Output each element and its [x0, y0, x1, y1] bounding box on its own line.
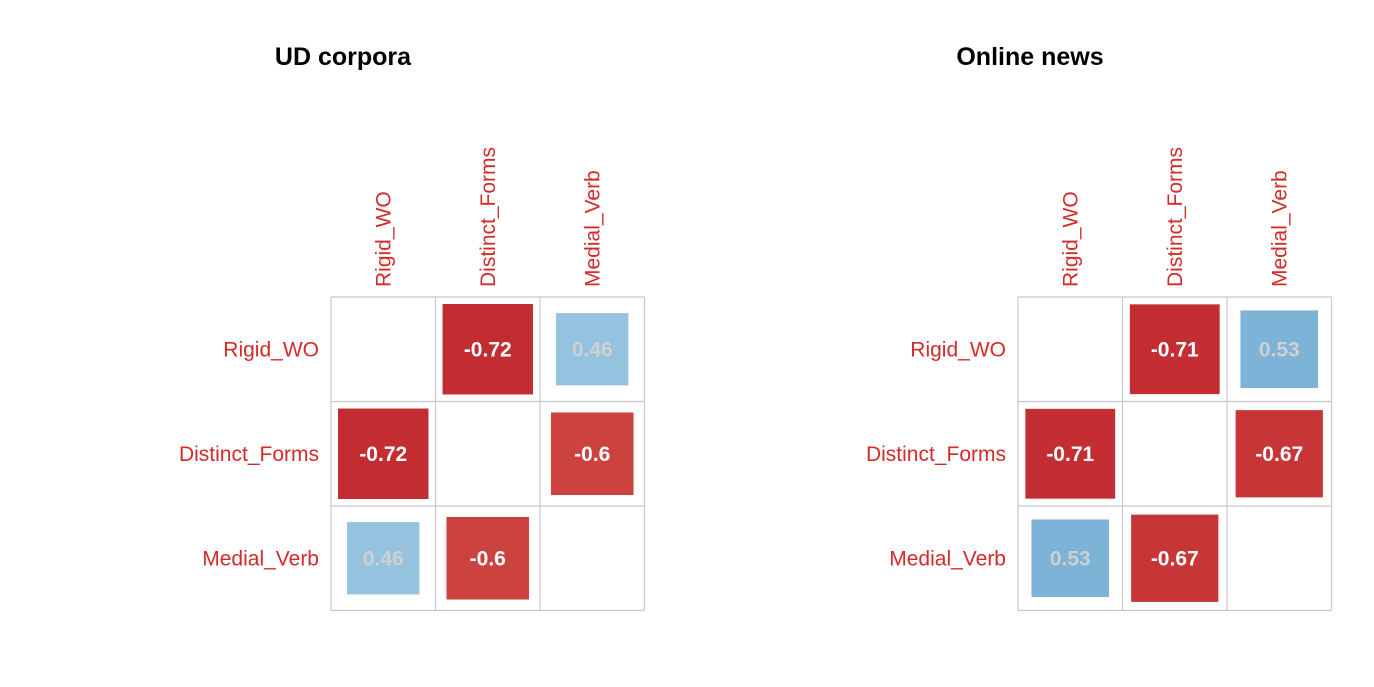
- column-label-rigid-wo: Rigid_WO: [372, 191, 395, 287]
- column-label-distinct-forms: Distinct_Forms: [477, 147, 500, 287]
- cell-value-label: -0.6: [470, 547, 506, 570]
- cell-value-label: 0.53: [1259, 338, 1300, 361]
- column-label-medial-verb: Medial_Verb: [581, 170, 604, 287]
- matrix-grid: [1017, 296, 1333, 612]
- cell-value-label: -0.67: [1151, 547, 1199, 570]
- row-label-rigid-wo: Rigid_WO: [223, 338, 319, 361]
- cell-rigid-wo-medial-verb: [556, 313, 629, 386]
- row-label-medial-verb: Medial_Verb: [202, 547, 319, 570]
- cell-value-label: -0.6: [574, 443, 610, 466]
- cell-rigid-wo-medial-verb: [1240, 310, 1319, 389]
- cell-medial-verb-distinct-forms: [446, 516, 530, 600]
- cell-value-label: -0.72: [464, 338, 512, 361]
- cell-value-label: 0.53: [1050, 547, 1091, 570]
- panel-title: UD corpora: [275, 43, 412, 71]
- cell-distinct-forms-medial-verb: [1235, 410, 1323, 498]
- column-label-distinct-forms: Distinct_Forms: [1164, 147, 1187, 287]
- panel-title: Online news: [956, 43, 1103, 71]
- column-label-rigid-wo: Rigid_WO: [1059, 191, 1082, 287]
- row-label-rigid-wo: Rigid_WO: [910, 338, 1006, 361]
- column-label-medial-verb: Medial_Verb: [1268, 170, 1291, 287]
- cell-distinct-forms-rigid-wo: [1025, 408, 1116, 499]
- cell-medial-verb-distinct-forms: [1131, 514, 1219, 602]
- cell-medial-verb-rigid-wo: [347, 522, 420, 595]
- matrix-grid: [330, 296, 646, 612]
- panel-online-news: Online news Rigid_WO Distinct_Forms Medial_…: [866, 43, 1333, 612]
- cell-value-label: -0.71: [1151, 338, 1199, 361]
- row-label-distinct-forms: Distinct_Forms: [866, 443, 1006, 466]
- panel-ud-corpora: UD corpora Rigid_WO Distinct_Forms Medial_V…: [179, 43, 646, 612]
- row-label-distinct-forms: Distinct_Forms: [179, 443, 319, 466]
- cell-value-label: 0.46: [572, 338, 613, 361]
- cell-value-label: 0.46: [363, 547, 404, 570]
- cell-rigid-wo-distinct-forms: [1129, 304, 1220, 395]
- cell-medial-verb-rigid-wo: [1031, 519, 1110, 598]
- cell-value-label: -0.72: [359, 443, 407, 466]
- cell-distinct-forms-rigid-wo: [338, 408, 429, 499]
- cell-distinct-forms-medial-verb: [550, 412, 634, 496]
- row-label-medial-verb: Medial_Verb: [889, 547, 1006, 570]
- cell-value-label: -0.71: [1046, 443, 1094, 466]
- cell-value-label: -0.67: [1255, 443, 1303, 466]
- cell-rigid-wo-distinct-forms: [442, 304, 533, 395]
